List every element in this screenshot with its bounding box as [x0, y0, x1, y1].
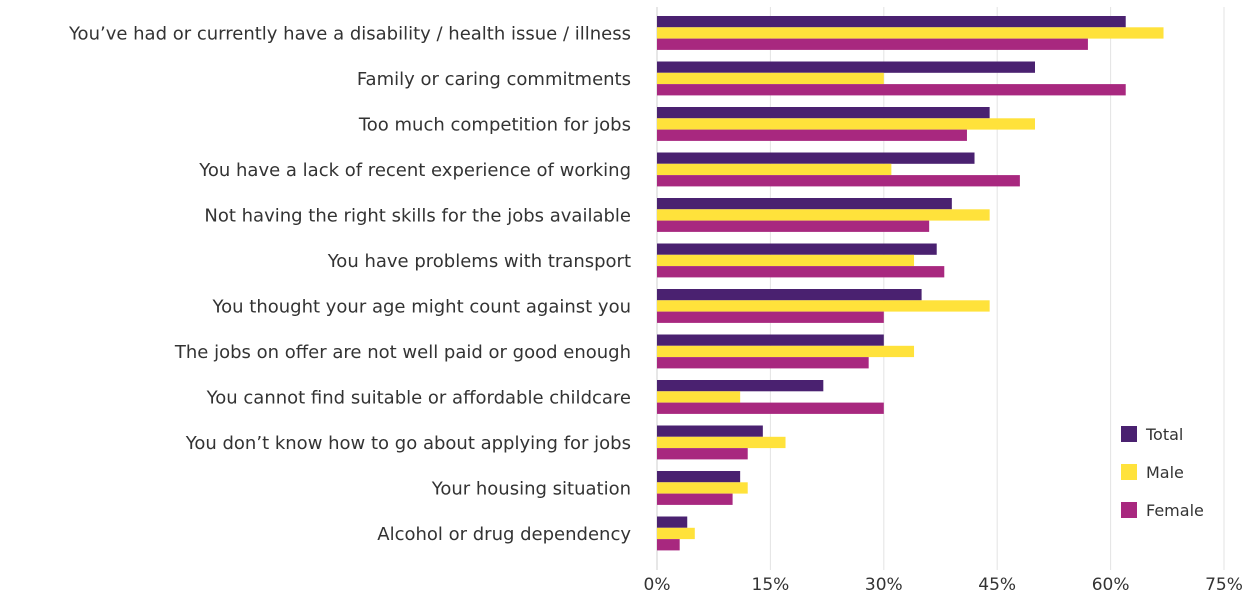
bar-female	[657, 357, 869, 369]
bar-total	[657, 198, 952, 210]
bar-male	[657, 72, 884, 85]
x-tick-label: 30%	[865, 575, 903, 593]
bar-male	[657, 209, 990, 221]
bar-male	[657, 254, 915, 267]
legend-swatch-total	[1121, 426, 1137, 442]
bar-male	[657, 163, 892, 176]
bar-male	[657, 391, 741, 403]
bar-male	[657, 27, 1164, 39]
category-label: You don’t know how to go about applying …	[185, 433, 631, 454]
bar-female	[657, 129, 967, 141]
bars	[657, 16, 1164, 551]
bar-female	[657, 493, 733, 505]
category-label: Too much competition for jobs	[358, 114, 631, 135]
bar-total	[657, 243, 937, 255]
x-axis-ticks: 0% 15% 30% 45% 60% 75%	[644, 575, 1243, 593]
legend: Total Male Female	[1121, 425, 1204, 520]
bar-total	[657, 380, 824, 392]
bar-female	[657, 402, 884, 414]
category-label: Not having the right skills for the jobs…	[204, 205, 631, 226]
bar-female	[657, 266, 945, 278]
x-tick-label: 15%	[752, 575, 790, 593]
bar-male	[657, 300, 990, 312]
category-label: You’ve had or currently have a disabilit…	[68, 23, 631, 44]
category-label: You cannot find suitable or affordable c…	[206, 387, 631, 408]
bar-total	[657, 289, 922, 301]
bar-total	[657, 16, 1126, 28]
x-tick-label: 75%	[1205, 575, 1243, 593]
bar-total	[657, 107, 990, 119]
category-labels: You’ve had or currently have a disabilit…	[68, 23, 631, 545]
bar-male	[657, 527, 695, 540]
bar-female	[657, 448, 748, 460]
bar-male	[657, 436, 786, 449]
category-label: Family or caring commitments	[357, 69, 631, 90]
legend-swatch-male	[1121, 464, 1137, 480]
bar-total	[657, 471, 741, 483]
legend-label-total: Total	[1145, 425, 1183, 444]
legend-label-female: Female	[1146, 501, 1204, 520]
bar-male	[657, 118, 1035, 130]
legend-swatch-female	[1121, 502, 1137, 518]
bar-female	[657, 84, 1126, 96]
bar-total	[657, 152, 975, 164]
bar-total	[657, 425, 763, 437]
category-label: You thought your age might count against…	[212, 296, 631, 317]
bar-female	[657, 175, 1020, 187]
x-tick-label: 60%	[1092, 575, 1130, 593]
bar-total	[657, 516, 688, 528]
bar-female	[657, 220, 930, 232]
category-label: You have a lack of recent experience of …	[198, 160, 631, 181]
bar-male	[657, 345, 915, 358]
bar-total	[657, 61, 1035, 73]
legend-label-male: Male	[1146, 463, 1184, 482]
category-label: The jobs on offer are not well paid or g…	[174, 342, 631, 363]
bar-female	[657, 311, 884, 323]
bar-female	[657, 38, 1088, 50]
bar-female	[657, 539, 680, 551]
category-label: Alcohol or drug dependency	[377, 524, 631, 545]
category-label: You have problems with transport	[327, 251, 631, 272]
gridlines	[656, 7, 1225, 570]
bar-male	[657, 482, 748, 494]
x-tick-label: 0%	[644, 575, 671, 593]
x-tick-label: 45%	[978, 575, 1016, 593]
category-label: Your housing situation	[431, 478, 631, 499]
bar-total	[657, 334, 884, 346]
